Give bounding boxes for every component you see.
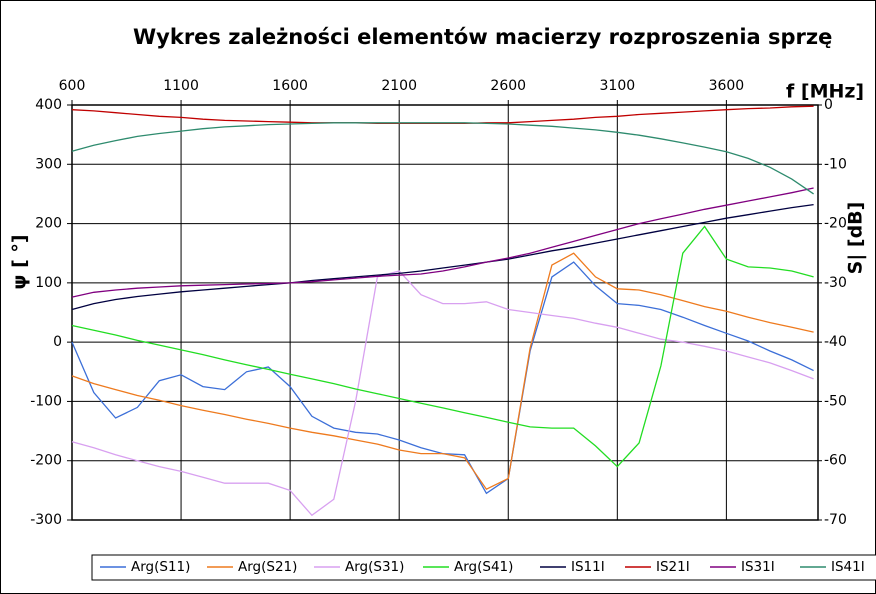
plot-area [71,104,819,521]
y2-tick-label: -20 [824,216,847,232]
y2-tick-label: -60 [824,453,847,469]
y2-tick-label: -40 [824,334,847,350]
legend-label: IS31I [741,559,775,575]
y2-tick-label: -50 [824,393,847,409]
x-tick-label: 3100 [600,78,636,94]
y-tick-label: 0 [53,334,62,350]
legend-label: IS11I [571,559,605,575]
legend-label: Arg(S21) [238,559,297,575]
y2-tick-label: -10 [824,156,847,172]
y-tick-label: -100 [30,393,62,409]
y-tick-label: 200 [35,216,62,232]
y-tick-label: 400 [35,97,62,113]
series-line [71,252,814,491]
legend-label: IS41I [831,559,865,575]
x-tick-label: 3600 [709,78,745,94]
y2-tick-label: 0 [824,97,833,113]
x-tick-label: 1100 [163,78,199,94]
x-tick-label: 600 [59,78,86,94]
legend-label: IS21I [656,559,690,575]
y-tick-label: -200 [30,453,62,469]
x-tick-label: 1600 [272,78,308,94]
y-tick-label: 300 [35,156,62,172]
legend-label: Arg(S41) [454,559,513,575]
y-axis-label: ψ [ °] [9,234,31,289]
series-line [71,270,814,517]
series-line [71,203,814,311]
series-line [71,187,814,298]
y2-tick-label: -30 [824,275,847,291]
y2-axis-label: S| [dB] [845,202,867,275]
legend-label: Arg(S31) [345,559,404,575]
chart-title: Wykres zależności elementów macierzy roz… [133,25,832,49]
y2-tick-label: -70 [824,512,847,528]
x-axis-label: f [MHz] [786,81,864,103]
y-tick-label: 100 [35,275,62,291]
legend-label: Arg(S11) [131,559,190,575]
y-tick-label: -300 [30,512,62,528]
series-line [71,225,814,468]
x-tick-label: 2600 [490,78,526,94]
series-line [71,122,814,195]
x-tick-label: 2100 [381,78,417,94]
